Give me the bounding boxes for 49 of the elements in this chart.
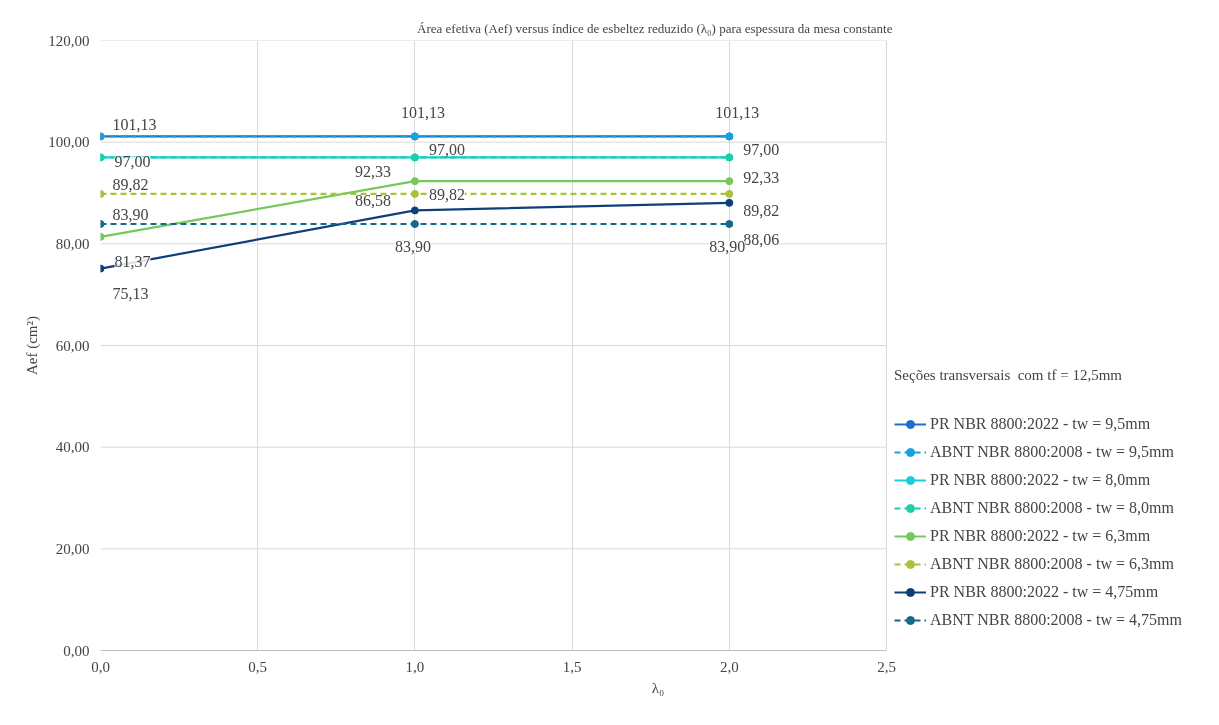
point [410,177,419,186]
data-label: 97,00 [114,153,151,171]
x-tick-label: 1,5 [562,658,582,675]
data-label: 89,82 [112,175,149,193]
data-label: 92,33 [743,169,780,187]
legend-label: PR NBR 8800:2022 - tw = 9,5mm [930,415,1151,433]
data-label: 97,00 [428,141,465,159]
y-tick-label: 20,00 [55,540,90,557]
data-label: 86,58 [354,192,391,210]
data-label: 101,13 [112,116,157,134]
point [410,220,419,228]
data-label: 89,82 [743,201,780,219]
y-tick-label: 40,00 [55,439,90,456]
y-tick-label: 100,00 [48,134,90,151]
y-tick-label: 60,00 [55,337,90,354]
x-tick-label: 0,0 [91,658,110,675]
legend-label: PR NBR 8800:2022 - tw = 8,0mm [930,471,1151,489]
data-label: 83,90 [394,238,431,256]
legend-label: ABNT NBR 8800:2008 - tw = 6,3mm [930,555,1174,573]
data-label: 83,90 [112,206,149,224]
y-tick-label: 80,00 [55,235,90,252]
data-label: 101,13 [400,104,445,122]
data-label: 75,13 [112,284,149,302]
x-tick-label: 0,5 [248,658,268,675]
legend-label: ABNT NBR 8800:2008 - tw = 4,75mm [930,611,1182,629]
data-label: 92,33 [354,163,391,181]
point [725,177,734,186]
data-label: 89,82 [428,185,465,203]
x-tick-label: 2,0 [719,658,739,675]
y-tick-label: 120,00 [48,32,90,49]
point [725,220,734,228]
data-label: 97,00 [743,141,780,159]
y-axis-title: Aef (cm²) [24,315,42,376]
y-tick-label: 0,00 [63,642,90,659]
point [410,189,419,198]
legend-label: PR NBR 8800:2022 - tw = 4,75mm [930,583,1159,601]
point [725,189,734,198]
data-label: 101,13 [715,104,760,122]
x-tick-label: 1,0 [405,658,425,675]
legend-label: ABNT NBR 8800:2008 - tw = 8,0mm [930,499,1174,517]
legend-title: Seções transversais com tf = 12,5mm [894,367,1123,384]
data-label: 81,37 [114,252,151,270]
point [725,198,734,207]
legend-label: ABNT NBR 8800:2008 - tw = 9,5mm [930,443,1174,461]
chart-title: Área efetiva (Aef) versus índice de esbeltez reduzido (λ₀) para espessura da mesa constante [417,20,893,36]
point [410,206,419,215]
x-tick-label: 2,5 [877,658,896,675]
legend-label: PR NBR 8800:2022 - tw = 6,3mm [930,527,1151,545]
x-axis-title: λ₀ [651,679,665,696]
